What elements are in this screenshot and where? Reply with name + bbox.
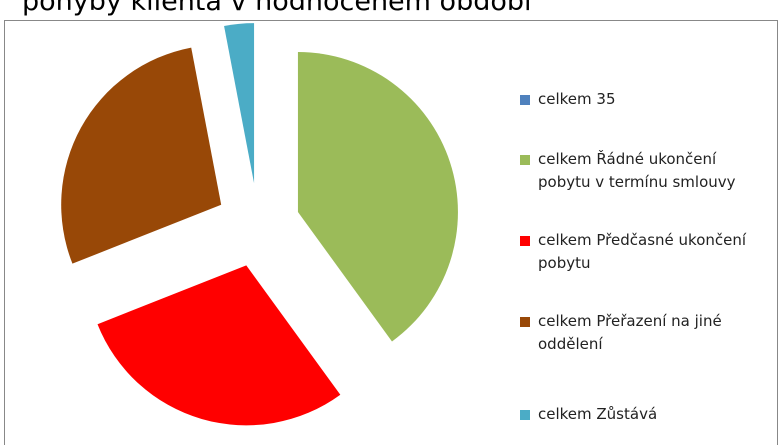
legend-item: celkem Zůstává — [520, 403, 770, 426]
legend-item: celkem Předčasné ukončení pobytu — [520, 229, 770, 275]
pie-slice — [61, 47, 222, 264]
legend-swatch — [520, 95, 530, 105]
legend-label: celkem Předčasné ukončení pobytu — [538, 231, 747, 272]
legend-label: celkem Zůstává — [538, 405, 658, 423]
legend-swatch — [520, 155, 530, 165]
chart-title: pohyby klienta v hodnoceném období — [22, 0, 532, 17]
legend-swatch — [520, 410, 530, 420]
pie-slice — [97, 265, 341, 426]
legend-item: celkem Řádné ukončení pobytu v termínu s… — [520, 148, 770, 194]
pie-slice — [297, 52, 458, 342]
legend-label: celkem Řádné ukončení pobytu v termínu s… — [538, 150, 736, 191]
legend-label: celkem Přeřazení na jiné oddělení — [538, 312, 722, 353]
legend-item: celkem 35 — [520, 88, 770, 111]
legend-label: celkem 35 — [538, 90, 616, 108]
chart-frame — [4, 20, 778, 445]
pie-slice — [224, 23, 255, 184]
legend: celkem 35 celkem Řádné ukončení pobytu v … — [520, 88, 770, 426]
legend-swatch — [520, 236, 530, 246]
legend-swatch — [520, 317, 530, 327]
legend-item: celkem Přeřazení na jiné oddělení — [520, 310, 770, 356]
